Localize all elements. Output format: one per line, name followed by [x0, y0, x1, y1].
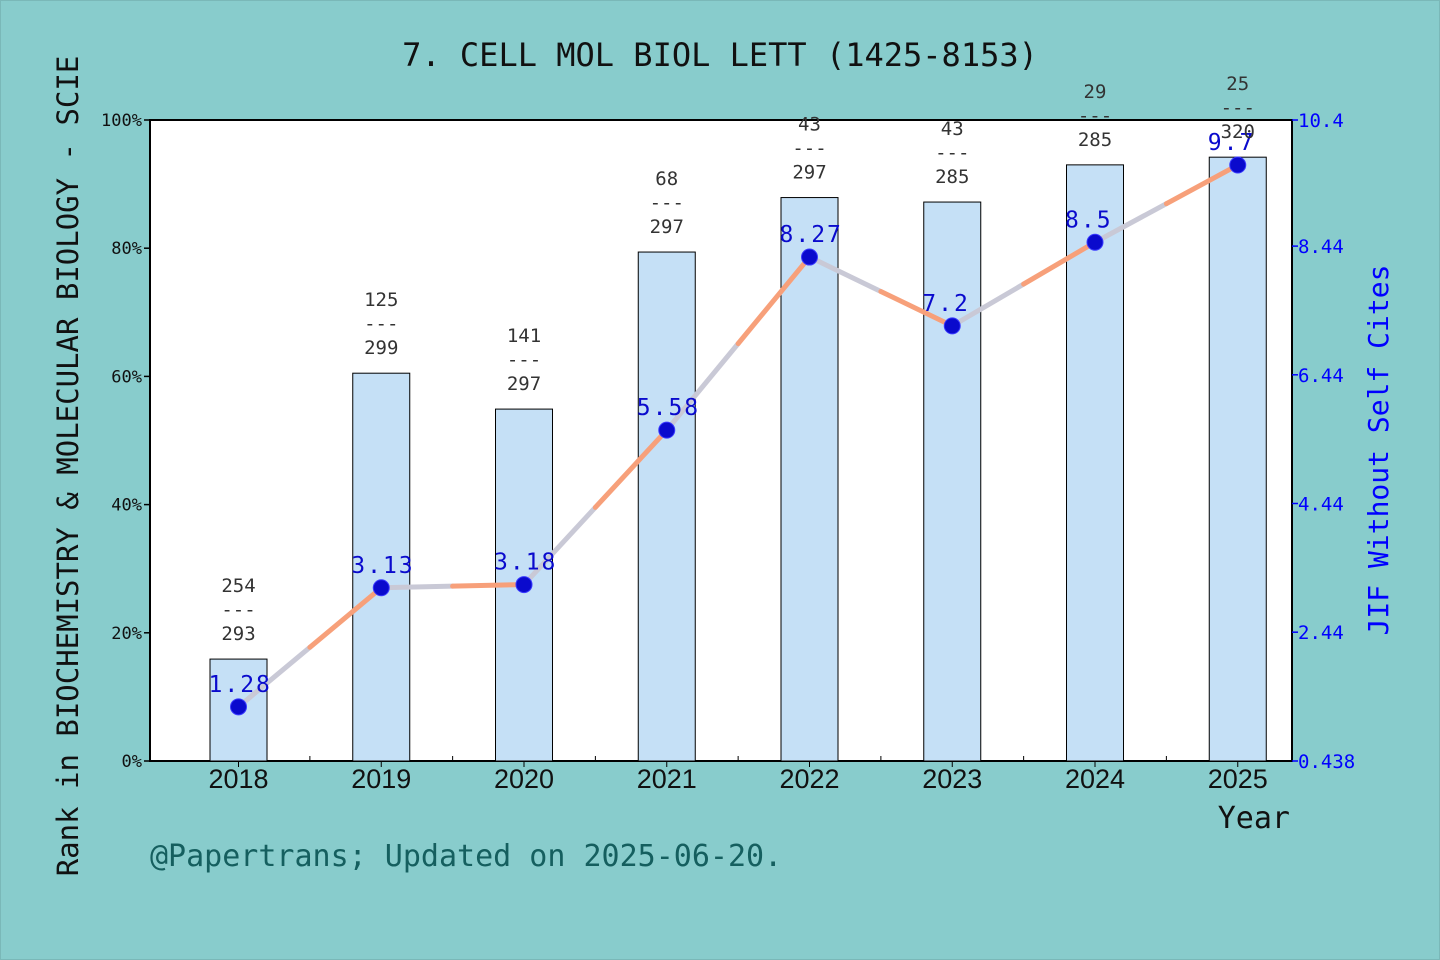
jif-point-2018: [230, 698, 248, 716]
x-tick-label: 2019: [351, 764, 411, 794]
bar-2019: [352, 372, 411, 762]
jif-line-segment: [878, 288, 955, 329]
jif-point-2020: [515, 576, 533, 594]
x-tick-label: 2024: [1065, 764, 1125, 794]
y2-axis-title: JIF Without Self Cites: [1362, 265, 1395, 636]
jif-point-2024: [1086, 233, 1104, 251]
rank-denominator: 285: [1078, 129, 1112, 151]
rank-divider: ---: [1078, 105, 1112, 127]
jif-line-segment: [592, 427, 670, 510]
jif-line-segment: [1092, 201, 1169, 245]
jif-line-segment: [1021, 239, 1098, 287]
rank-divider: ---: [221, 599, 255, 621]
bar-2023: [923, 201, 982, 762]
jif-point-2019: [372, 579, 390, 597]
axes-layer: 0% 20% 40% 60% 80% 100% 0.438 2.44 4.44 6.44 8.44 1…: [101, 110, 1355, 794]
x-tick-label: 2023: [922, 764, 982, 794]
jif-point-2021: [658, 421, 676, 439]
y-axis-title: Rank in BIOCHEMISTRY & MOLECULAR BIOLOGY…: [51, 56, 85, 877]
y-tick-label: 60%: [111, 367, 142, 387]
jif-value-label: 9.7: [1208, 130, 1256, 156]
bar-2025: [1208, 156, 1267, 762]
jif-value-label: 3.18: [494, 550, 557, 576]
chart-title: 7. CELL MOL BIOL LETT (1425-8153): [402, 36, 1038, 74]
y2-tick-label: 0.438: [1298, 751, 1355, 773]
y2-tick-label: 8.44: [1298, 236, 1344, 258]
jif-line-segment: [307, 585, 384, 650]
y-tick-label: 40%: [111, 496, 142, 516]
jif-point-2025: [1229, 156, 1247, 174]
rank-numerator: 141: [507, 325, 541, 347]
rank-numerator: 254: [221, 575, 255, 597]
jif-line-segment: [1163, 162, 1241, 207]
y-tick-label: 80%: [111, 239, 142, 259]
x-tick-label: 2025: [1208, 764, 1268, 794]
rank-denominator: 285: [935, 166, 969, 188]
rank-divider: ---: [1221, 97, 1255, 119]
rank-numerator: 43: [941, 118, 964, 140]
rank-divider: ---: [364, 313, 398, 335]
y2-tick-label: 2.44: [1298, 622, 1344, 644]
rank-numerator: 43: [798, 114, 821, 136]
jif-line-segment: [949, 281, 1027, 329]
x-tick-label: 2021: [637, 764, 697, 794]
jif-line-segment: [450, 582, 527, 589]
rank-denominator: 299: [364, 337, 398, 359]
jif-line-segment: [735, 254, 813, 347]
y-tick-label: 0%: [122, 752, 142, 772]
x-axis-title: Year: [1218, 801, 1290, 836]
jif-value-label: 5.58: [637, 395, 700, 421]
rank-divider: ---: [650, 192, 684, 214]
jif-value-label: 1.28: [209, 672, 272, 698]
rank-denominator: 297: [507, 373, 541, 395]
y-tick-label: 100%: [101, 111, 142, 131]
bar-2024: [1066, 164, 1125, 762]
jif-line-segment: [236, 644, 313, 710]
rank-annotations: 254---293125---299141---29768---29743---…: [221, 73, 1255, 645]
rank-divider: ---: [792, 138, 826, 160]
jif-line-segment: [664, 341, 741, 433]
rank-divider: ---: [935, 142, 969, 164]
jif-value-label: 8.5: [1065, 207, 1113, 233]
jif-point-2022: [801, 248, 819, 266]
y2-tick-label: 10.4: [1298, 110, 1344, 132]
rank-denominator: 297: [650, 216, 684, 238]
jif-point-2023: [943, 317, 961, 335]
rank-numerator: 68: [655, 168, 678, 190]
rank-numerator: 29: [1084, 81, 1107, 103]
jif-value-label: 7.2: [922, 291, 970, 317]
bar-2022: [780, 197, 839, 762]
rank-denominator: 320: [1221, 121, 1255, 143]
bar-2021: [637, 251, 696, 762]
line-layer: 1.28 3.13 3.18 5.58 8.27 7.2 8.5 9.7: [209, 130, 1256, 716]
footer-credit: @Papertrans; Updated on 2025-06-20.: [150, 839, 782, 874]
jif-value-label: 3.13: [351, 553, 414, 579]
x-tick-label: 2018: [208, 764, 268, 794]
jif-line-segment: [521, 504, 598, 588]
rank-numerator: 25: [1226, 73, 1249, 95]
rank-denominator: 297: [792, 162, 826, 184]
y2-tick-label: 4.44: [1298, 493, 1344, 515]
rank-denominator: 293: [221, 623, 255, 645]
jif-line-segment: [378, 583, 456, 591]
y-tick-label: 20%: [111, 624, 142, 644]
x-tick-label: 2020: [494, 764, 554, 794]
rank-numerator: 125: [364, 289, 398, 311]
jif-line-segment: [807, 254, 884, 294]
jif-value-label: 8.27: [780, 222, 843, 248]
y2-tick-label: 6.44: [1298, 365, 1344, 387]
x-tick-label: 2022: [779, 764, 839, 794]
rank-divider: ---: [507, 349, 541, 371]
